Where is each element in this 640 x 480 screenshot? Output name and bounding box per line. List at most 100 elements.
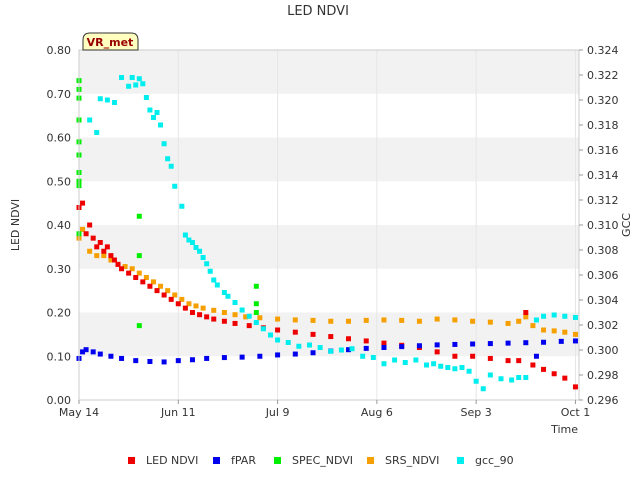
data-point <box>551 371 557 377</box>
data-point <box>182 305 188 311</box>
data-point <box>97 96 103 102</box>
y-tick-label: 0.00 <box>47 394 72 407</box>
data-point <box>165 288 171 294</box>
y2-axis-label: GCC <box>620 213 633 237</box>
data-point <box>136 270 142 276</box>
data-point <box>189 357 195 363</box>
data-point <box>239 307 245 313</box>
data-point <box>562 313 568 319</box>
plot-band <box>79 225 579 269</box>
plot-band <box>79 50 579 94</box>
data-point <box>275 327 281 333</box>
data-point <box>126 270 132 276</box>
data-point <box>275 316 281 322</box>
y2-tick-label: 0.300 <box>587 344 619 357</box>
data-point <box>275 337 281 343</box>
legend-label: SPEC_NDVI <box>292 454 353 467</box>
data-point <box>150 279 156 285</box>
data-point <box>158 283 164 289</box>
data-point <box>186 237 192 243</box>
plot-band <box>79 181 579 225</box>
data-point <box>94 244 100 250</box>
data-point <box>292 351 298 357</box>
data-point <box>211 307 217 313</box>
data-point <box>111 257 117 263</box>
data-point <box>104 97 110 103</box>
data-point <box>466 368 472 374</box>
x-tick-label: Sep 3 <box>461 406 492 419</box>
data-point <box>80 200 86 206</box>
data-point <box>487 355 493 361</box>
data-point <box>572 338 578 344</box>
data-point <box>147 107 153 113</box>
data-point <box>516 318 522 324</box>
y-tick-label: 0.40 <box>47 219 72 232</box>
data-point <box>296 343 302 349</box>
y-tick-label: 0.80 <box>47 44 72 57</box>
data-point <box>133 275 139 280</box>
data-point <box>470 341 476 347</box>
data-point <box>523 310 529 315</box>
data-point <box>200 255 206 260</box>
data-point <box>523 375 529 380</box>
data-point <box>260 326 266 332</box>
data-point <box>530 323 536 329</box>
legend-item: LED NDVI <box>128 454 198 467</box>
data-point <box>150 115 156 120</box>
y2-tick-label: 0.316 <box>587 144 619 157</box>
legend-label: LED NDVI <box>146 454 198 467</box>
data-point <box>505 358 511 364</box>
data-point <box>413 357 419 363</box>
badge-text: VR_met <box>87 36 134 49</box>
data-point <box>317 345 323 350</box>
y2-tick-label: 0.306 <box>587 269 619 282</box>
y2-tick-label: 0.310 <box>587 219 619 232</box>
data-point <box>505 340 511 346</box>
data-point <box>445 365 451 370</box>
data-point <box>119 355 125 361</box>
data-point <box>533 353 539 359</box>
legend-label: SRS_NDVI <box>385 454 439 467</box>
data-point <box>363 338 369 344</box>
y-tick-label: 0.30 <box>47 263 72 276</box>
data-point <box>97 351 103 357</box>
data-point <box>232 320 238 326</box>
data-point <box>558 338 564 344</box>
data-points <box>76 75 578 392</box>
data-point <box>257 353 263 359</box>
data-point <box>487 341 493 347</box>
data-point <box>179 203 185 209</box>
data-point <box>562 375 568 381</box>
y2-tick-label: 0.312 <box>587 194 619 207</box>
data-point <box>487 319 493 325</box>
y-tick-label: 0.70 <box>47 88 72 101</box>
data-point <box>416 318 422 324</box>
x-tick-label: Jun 11 <box>160 406 196 419</box>
data-point <box>399 317 405 323</box>
data-point <box>424 362 430 368</box>
data-point <box>416 343 422 349</box>
data-point <box>541 339 547 345</box>
data-point <box>147 283 153 289</box>
data-point <box>136 253 142 259</box>
y2-tick-label: 0.324 <box>587 44 619 57</box>
data-point <box>211 277 217 283</box>
data-point <box>246 313 252 319</box>
data-point <box>346 336 352 342</box>
data-point <box>90 349 96 355</box>
data-point <box>186 301 192 307</box>
data-point <box>310 350 316 356</box>
x-tick-label: Jul 9 <box>265 406 290 419</box>
y2-tick-label: 0.314 <box>587 169 619 182</box>
data-point <box>172 183 178 189</box>
data-point <box>523 340 529 346</box>
plot-background <box>79 50 579 400</box>
data-point <box>310 317 316 323</box>
data-point <box>516 375 522 380</box>
data-point <box>253 283 259 289</box>
y2-tick-label: 0.322 <box>587 69 619 82</box>
data-point <box>328 348 334 354</box>
legend-item: SPEC_NDVI <box>274 454 353 467</box>
data-point <box>140 81 146 87</box>
